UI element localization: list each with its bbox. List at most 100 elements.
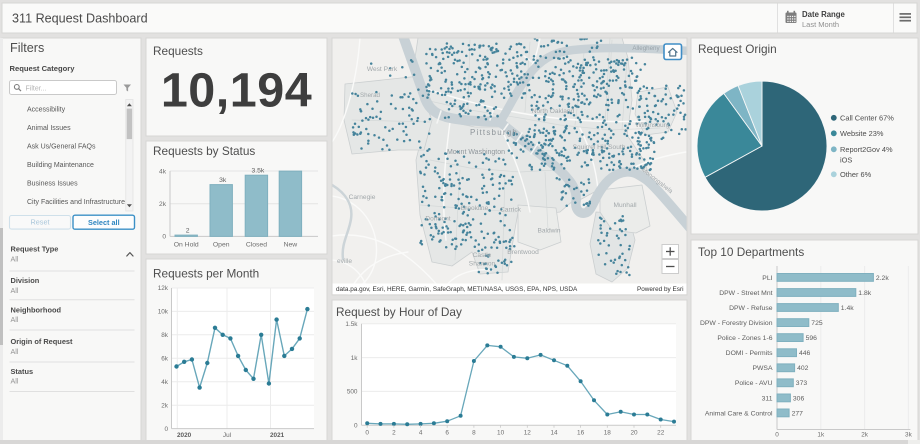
svg-text:Castle: Castle <box>473 252 492 259</box>
svg-text:Jul: Jul <box>223 432 231 439</box>
svg-text:Allegheny: Allegheny <box>632 45 660 52</box>
svg-text:Requests by Status: Requests by Status <box>153 144 255 158</box>
svg-text:data.pa.gov, Esri, HERE, Garmi: data.pa.gov, Esri, HERE, Garmin, SafeGra… <box>336 286 578 293</box>
svg-text:402: 402 <box>797 365 809 372</box>
svg-text:306: 306 <box>793 395 805 402</box>
svg-text:0: 0 <box>354 423 358 430</box>
svg-text:1k: 1k <box>817 432 825 439</box>
svg-text:2k: 2k <box>161 402 169 409</box>
svg-text:On Hold: On Hold <box>174 241 199 248</box>
svg-text:Sherad: Sherad <box>360 92 381 99</box>
svg-text:All: All <box>11 377 19 386</box>
svg-text:Other 6%: Other 6% <box>840 170 872 179</box>
svg-text:Requests: Requests <box>153 44 203 58</box>
svg-text:16: 16 <box>577 430 585 437</box>
svg-text:0: 0 <box>775 432 779 439</box>
svg-text:6: 6 <box>445 430 449 437</box>
svg-text:311 Request Dashboard: 311 Request Dashboard <box>12 12 148 26</box>
svg-text:8k: 8k <box>161 332 169 339</box>
svg-text:3k: 3k <box>905 432 913 439</box>
svg-text:Brentwood: Brentwood <box>507 249 539 256</box>
svg-text:Reset: Reset <box>30 218 49 227</box>
svg-text:2k: 2k <box>861 432 869 439</box>
svg-text:North Oakland: North Oakland <box>532 108 575 115</box>
svg-text:Business Issues: Business Issues <box>27 180 78 187</box>
svg-text:Ask Us/General FAQs: Ask Us/General FAQs <box>27 143 96 150</box>
svg-text:Carrick: Carrick <box>500 207 522 214</box>
svg-text:Call Center 67%: Call Center 67% <box>840 114 894 123</box>
svg-text:Website 23%: Website 23% <box>840 129 884 138</box>
svg-text:DPW - Forestry Division: DPW - Forestry Division <box>700 320 773 327</box>
svg-text:Animal Issues: Animal Issues <box>27 125 71 132</box>
svg-text:Status: Status <box>11 367 34 376</box>
svg-text:Requests per Month: Requests per Month <box>153 267 259 281</box>
svg-text:Wilkinsburg: Wilkinsburg <box>635 122 669 129</box>
svg-text:Request Category: Request Category <box>10 64 76 73</box>
svg-text:All: All <box>11 255 19 264</box>
svg-text:14: 14 <box>550 430 558 437</box>
svg-text:1.8k: 1.8k <box>858 290 871 297</box>
svg-text:Police - Zones 1-6: Police - Zones 1-6 <box>717 335 772 342</box>
svg-text:DOMI - Permits: DOMI - Permits <box>726 350 773 357</box>
svg-text:Request by Hour of Day: Request by Hour of Day <box>336 305 462 319</box>
svg-text:0: 0 <box>365 430 369 437</box>
svg-text:12k: 12k <box>158 285 169 292</box>
svg-text:PLI: PLI <box>762 275 772 282</box>
svg-text:Powered by Esri: Powered by Esri <box>637 286 684 293</box>
svg-text:0: 0 <box>164 426 168 433</box>
svg-text:22: 22 <box>657 430 665 437</box>
svg-text:10: 10 <box>497 430 505 437</box>
svg-text:Squirrel Hill South: Squirrel Hill South <box>573 144 626 151</box>
svg-text:Pittsburgh: Pittsburgh <box>470 128 518 137</box>
svg-text:All: All <box>11 347 19 356</box>
svg-text:596: 596 <box>806 335 818 342</box>
svg-text:PWSA: PWSA <box>752 365 772 372</box>
svg-text:Last Month: Last Month <box>802 20 839 29</box>
svg-text:Police - AVU: Police - AVU <box>735 380 773 387</box>
svg-text:10k: 10k <box>158 309 169 316</box>
svg-text:2.2k: 2.2k <box>876 275 889 282</box>
svg-text:2k: 2k <box>159 201 167 208</box>
svg-text:Origin of Request: Origin of Request <box>11 337 74 346</box>
svg-text:Baldwin: Baldwin <box>537 228 560 235</box>
svg-text:Request Origin: Request Origin <box>698 42 777 56</box>
svg-text:2: 2 <box>186 228 190 235</box>
svg-text:10,194: 10,194 <box>161 64 312 118</box>
svg-text:20: 20 <box>630 430 638 437</box>
svg-text:iOS: iOS <box>840 155 852 164</box>
svg-text:2021: 2021 <box>270 432 285 439</box>
svg-text:Filters: Filters <box>10 41 44 55</box>
svg-text:Open: Open <box>213 241 230 248</box>
svg-text:Closed: Closed <box>246 241 267 248</box>
svg-text:All: All <box>11 286 19 295</box>
svg-text:3k: 3k <box>219 177 227 184</box>
svg-text:725: 725 <box>811 320 823 327</box>
svg-text:West Park: West Park <box>367 66 398 73</box>
svg-text:Animal Care & Control: Animal Care & Control <box>705 410 773 417</box>
svg-text:8: 8 <box>472 430 476 437</box>
svg-text:4: 4 <box>419 430 423 437</box>
svg-text:1.5k: 1.5k <box>345 321 358 328</box>
svg-text:500: 500 <box>347 389 358 396</box>
svg-text:12: 12 <box>524 430 532 437</box>
svg-text:4k: 4k <box>159 168 167 175</box>
svg-text:Munhall: Munhall <box>613 202 637 209</box>
svg-text:Select all: Select all <box>88 218 120 227</box>
svg-text:All: All <box>11 315 19 324</box>
svg-text:Filter...: Filter... <box>26 85 47 92</box>
svg-text:Top 10 Departments: Top 10 Departments <box>698 245 804 259</box>
svg-text:0: 0 <box>162 234 166 241</box>
svg-text:2: 2 <box>392 430 396 437</box>
svg-text:373: 373 <box>796 380 808 387</box>
svg-text:New: New <box>284 241 298 248</box>
svg-text:446: 446 <box>799 350 811 357</box>
svg-text:Date Range: Date Range <box>802 10 846 19</box>
svg-text:Neighborhood: Neighborhood <box>11 306 62 315</box>
svg-text:1k: 1k <box>351 355 359 362</box>
svg-text:277: 277 <box>792 410 804 417</box>
svg-text:Brookline: Brookline <box>461 205 489 212</box>
svg-text:Carnegie: Carnegie <box>349 194 376 201</box>
svg-text:DPW - Street Mnt: DPW - Street Mnt <box>719 290 772 297</box>
svg-text:311: 311 <box>762 395 773 402</box>
svg-text:18: 18 <box>604 430 612 437</box>
